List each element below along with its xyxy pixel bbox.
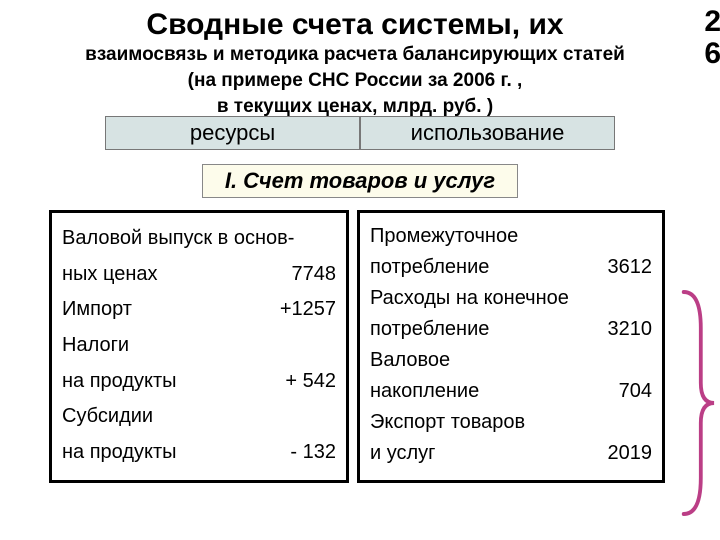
- header-pair: ресурсы использование: [0, 116, 720, 150]
- page-corner-number: 2 6: [704, 6, 720, 69]
- left-r4: Налоги: [62, 328, 129, 364]
- left-r1: Валовой выпуск в основ-: [62, 221, 294, 257]
- left-r5-label: на продукты: [62, 364, 177, 400]
- left-r3-label: Импорт: [62, 292, 132, 328]
- slide-subtitle-1: взаимосвязь и методика расчета балансиру…: [0, 41, 720, 67]
- left-r5-val: + 542: [266, 364, 336, 400]
- left-r7-label: на продукты: [62, 435, 177, 471]
- right-r1: Промежуточное: [370, 221, 518, 252]
- usage-panel: Промежуточное потребление 3612 Расходы н…: [357, 210, 665, 483]
- right-r4-label: потребление: [370, 314, 489, 345]
- section-heading-wrap: I. Счет товаров и услуг: [0, 164, 720, 198]
- left-r6: Субсидии: [62, 399, 153, 435]
- resources-panel: Валовой выпуск в основ- ных ценах 7748 И…: [49, 210, 349, 483]
- corner-bottom: 6: [704, 38, 720, 70]
- slide-subtitle-3: в текущих ценах, млрд. руб. ): [0, 93, 720, 119]
- right-r2-val: 3612: [582, 252, 652, 283]
- right-r7: Экспорт товаров: [370, 407, 525, 438]
- right-r8-label: и услуг: [370, 438, 435, 469]
- left-r3-val: +1257: [266, 292, 336, 328]
- left-r7-val: - 132: [266, 435, 336, 471]
- right-r4-val: 3210: [582, 314, 652, 345]
- curly-bracket-icon: [678, 288, 716, 518]
- right-r6-label: накопление: [370, 376, 479, 407]
- corner-top: 2: [704, 6, 720, 38]
- usage-header: использование: [360, 116, 615, 150]
- section-heading: I. Счет товаров и услуг: [202, 164, 518, 198]
- slide-subtitle-2: (на примере СНС России за 2006 г. ,: [0, 67, 720, 93]
- right-r8-val: 2019: [582, 438, 652, 469]
- resources-header: ресурсы: [105, 116, 360, 150]
- right-r2-label: потребление: [370, 252, 489, 283]
- left-r2-val: 7748: [266, 257, 336, 293]
- slide-title: Сводные счета системы, их: [0, 0, 720, 41]
- right-r6-val: 704: [582, 376, 652, 407]
- right-r3: Расходы на конечное: [370, 283, 569, 314]
- two-column-body: Валовой выпуск в основ- ных ценах 7748 И…: [0, 210, 720, 483]
- right-r5: Валовое: [370, 345, 450, 376]
- left-r2-label: ных ценах: [62, 257, 158, 293]
